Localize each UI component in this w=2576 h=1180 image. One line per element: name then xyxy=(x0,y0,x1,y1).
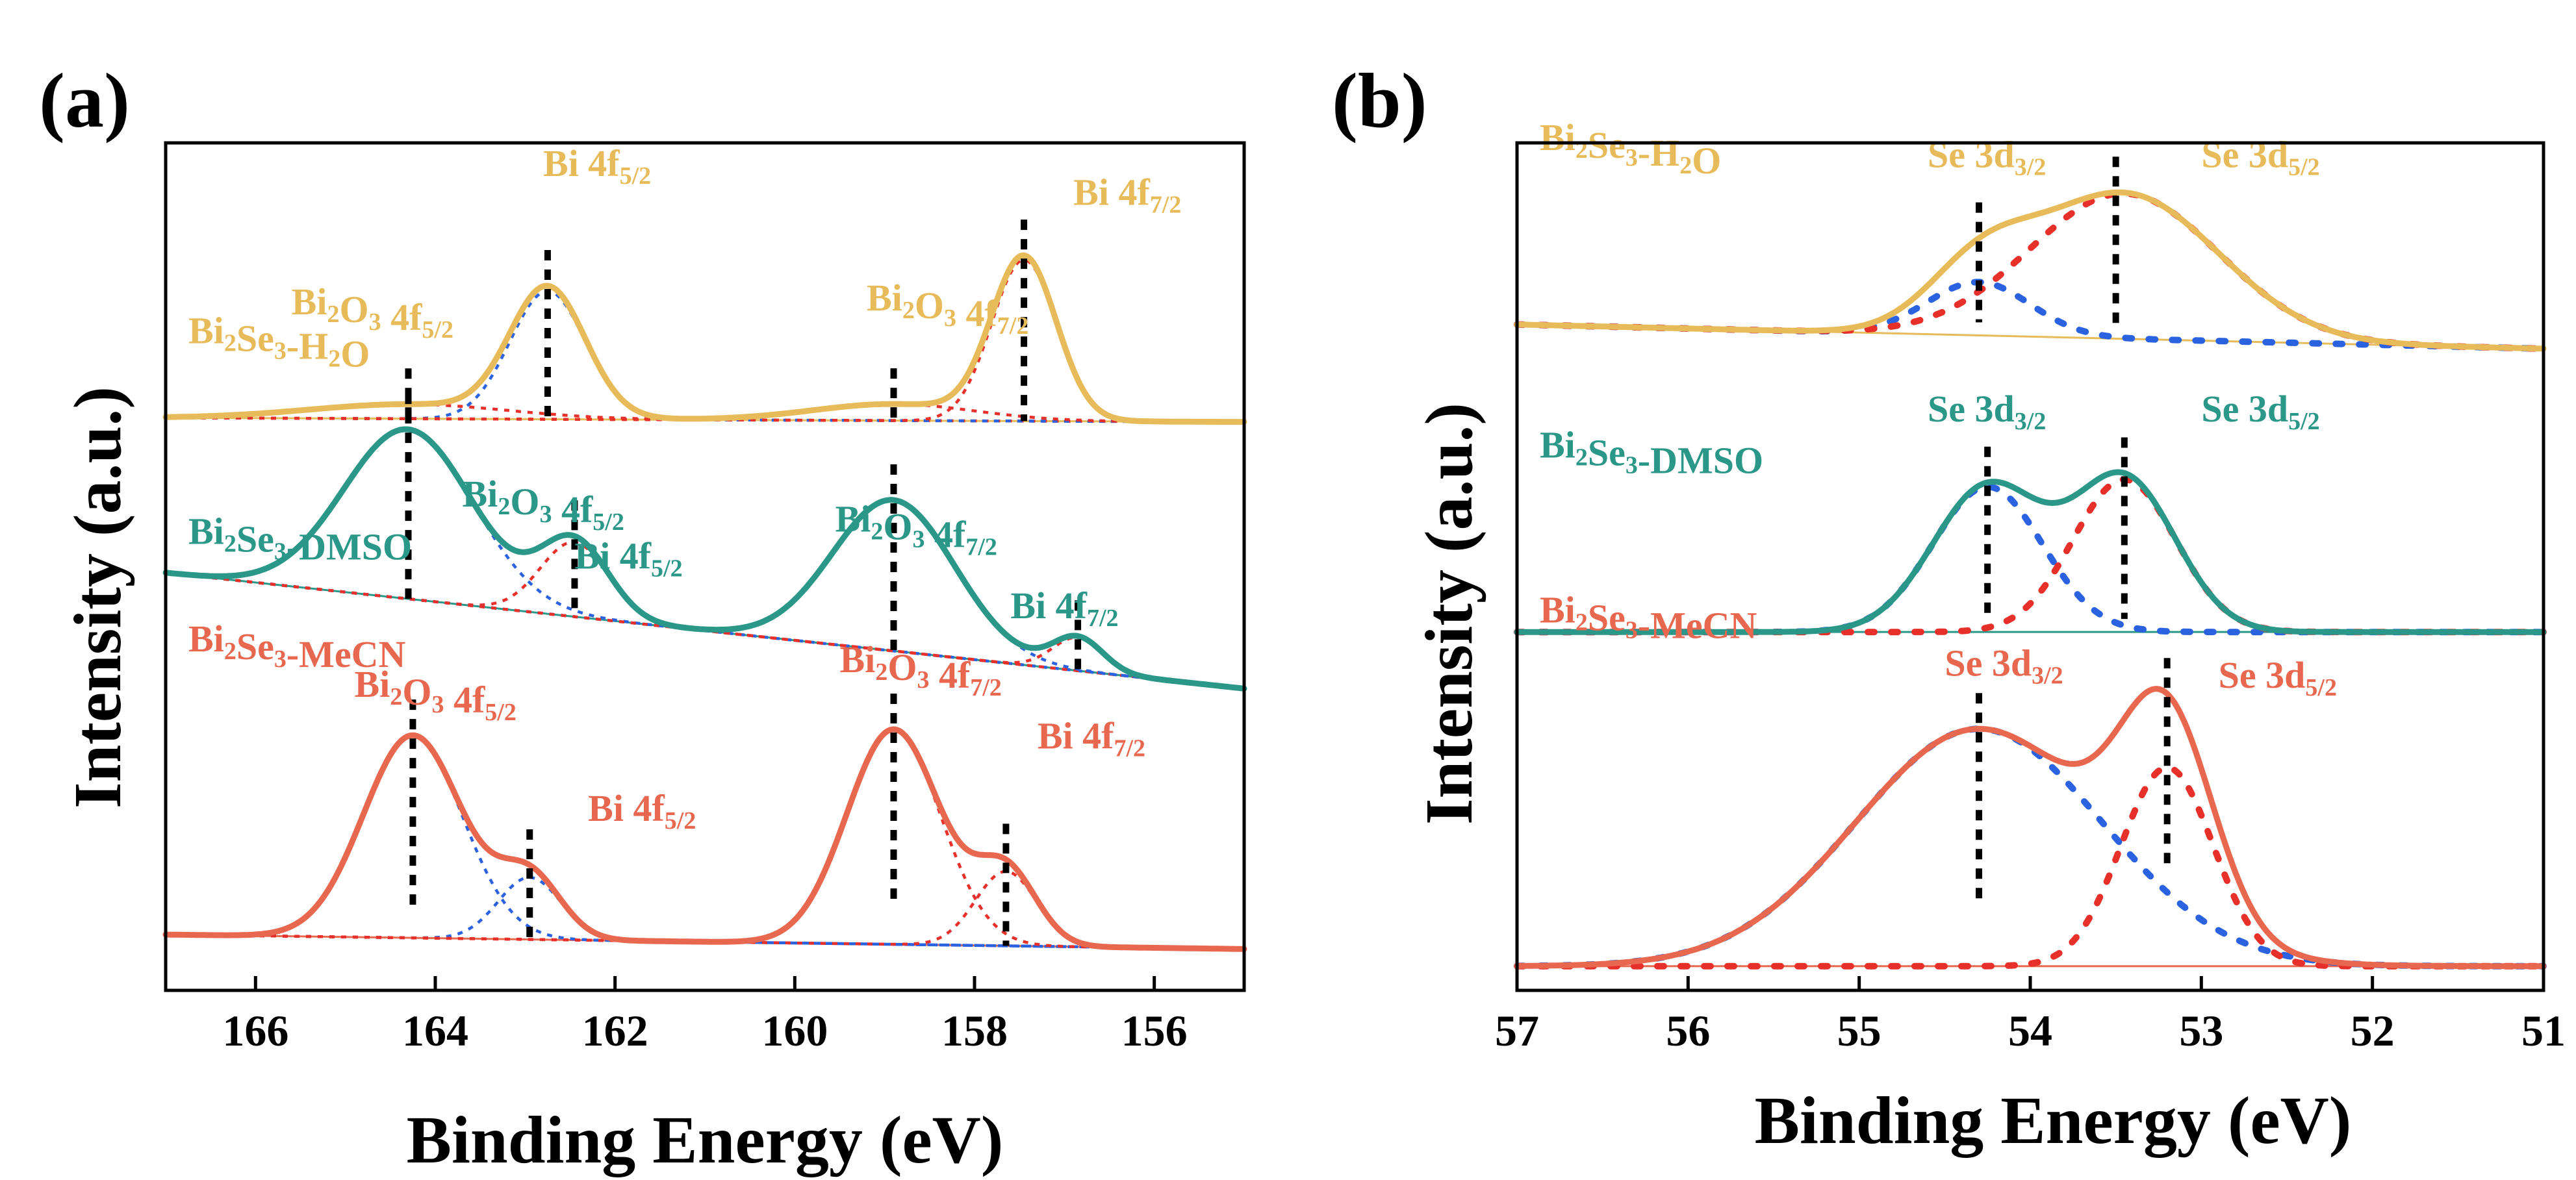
envelope-curve xyxy=(162,726,1247,952)
ylabel-a: Intensity (a.u.) xyxy=(60,386,135,809)
peak-label: Bi2O3 4f5/2 xyxy=(292,281,453,344)
series-label: Bi2Se3-H2O xyxy=(1540,116,1721,182)
peak-label: Bi2O3 4f7/2 xyxy=(835,497,997,560)
peak-label: Bi 4f5/2 xyxy=(543,142,651,190)
xtick-label: 54 xyxy=(2008,1006,2052,1055)
series-label: Bi2Se3-MeCN xyxy=(1540,588,1757,646)
peak-label: Bi2O3 4f7/2 xyxy=(867,277,1028,340)
envelope-curve xyxy=(162,252,1247,425)
panel-letter-a: (a) xyxy=(39,57,130,144)
peak-label: Bi 4f7/2 xyxy=(1038,715,1145,762)
peak-label: Bi2O3 4f5/2 xyxy=(463,473,624,536)
xtick-label: 52 xyxy=(2351,1006,2395,1055)
xtick-label: 53 xyxy=(2179,1006,2223,1055)
envelope-curve xyxy=(1514,189,2547,352)
xtick-label: 55 xyxy=(1837,1006,1881,1055)
series-dmso: Bi2Se3-DMSO Se 3d3/2 Se 3d5/2 xyxy=(1514,388,2547,636)
xtick-label: 56 xyxy=(1666,1006,1710,1055)
fit-component xyxy=(1514,764,2547,970)
xtick-label: 158 xyxy=(941,1006,1008,1055)
series-label: Bi2Se3-DMSO xyxy=(188,510,412,568)
envelope-curve xyxy=(162,426,1247,692)
peak-label: Bi2O3 4f7/2 xyxy=(840,638,1002,701)
series-h2o: Bi2Se3-H2O Se 3d3/2 Se 3d5/2 xyxy=(1514,116,2547,352)
fit-component xyxy=(1514,279,2547,352)
xtick-label: 156 xyxy=(1121,1006,1188,1055)
xtick-label: 162 xyxy=(582,1006,648,1055)
xtick-label: 160 xyxy=(761,1006,828,1055)
series-mecn: Bi2Se3-MeCN Se 3d3/2 Se 3d5/2 xyxy=(1514,588,2547,970)
xlabel-a: Binding Energy (eV) xyxy=(407,1103,1004,1177)
fit-component xyxy=(166,734,1244,951)
peak-label: Se 3d3/2 xyxy=(1928,388,2046,435)
envelope-curve xyxy=(1514,686,2547,970)
plot-area-b: 57 56 55 54 53 52 51 Bi2Se3-H2O Se 3d3/2 Se 3d5/2… xyxy=(1495,116,2566,1055)
peak-label: Bi 4f5/2 xyxy=(574,535,682,583)
peak-label: Se 3d5/2 xyxy=(2201,388,2319,435)
peak-label: Se 3d5/2 xyxy=(2201,133,2319,181)
series-dmso: Bi2Se3-DMSO Bi2O3 4f5/2Bi 4f5/2 Bi2O3 4f7/… xyxy=(162,394,1247,692)
panel-a: (a) Intensity (a.u.) Binding Energy (eV)… xyxy=(39,57,1247,1177)
ylabel-b: Intensity (a.u.) xyxy=(1412,403,1486,825)
series-label: Bi2Se3-DMSO xyxy=(1540,424,1763,482)
plot-frame-b xyxy=(1515,141,2545,992)
xtick-label: 51 xyxy=(2521,1006,2566,1055)
panel-b: (b) Intensity (a.u.) Binding Energy (eV)… xyxy=(1332,57,2566,1158)
peak-label: Bi 4f7/2 xyxy=(1073,171,1181,218)
peak-label: Se 3d5/2 xyxy=(2219,654,2337,701)
fit-component xyxy=(166,727,1244,951)
xlabel-b: Binding Energy (eV) xyxy=(1755,1083,2352,1158)
peak-label: Bi2O3 4f5/2 xyxy=(355,663,516,726)
series-label: Bi2Se3-H2O xyxy=(188,310,370,375)
envelope-curve xyxy=(1514,469,2547,635)
peak-label: Bi 4f5/2 xyxy=(588,787,696,835)
xtick-label: 57 xyxy=(1495,1006,1539,1055)
xtick-label: 166 xyxy=(222,1006,288,1055)
series-label: Bi2Se3-MeCN xyxy=(188,618,405,675)
panel-letter-b: (b) xyxy=(1332,57,1427,144)
peak-label: Se 3d3/2 xyxy=(1945,642,2063,689)
peak-label: Se 3d3/2 xyxy=(1928,133,2046,181)
plot-frame-a xyxy=(164,141,1246,992)
peak-label: Bi 4f7/2 xyxy=(1010,584,1118,632)
fit-component xyxy=(1514,725,2547,970)
xtick-label: 164 xyxy=(402,1006,468,1055)
